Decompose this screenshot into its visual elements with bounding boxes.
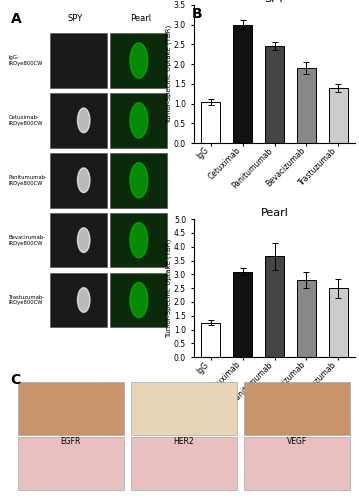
Text: EGFR: EGFR: [61, 437, 81, 446]
Circle shape: [130, 102, 148, 138]
FancyBboxPatch shape: [111, 93, 167, 148]
FancyBboxPatch shape: [244, 437, 350, 490]
Bar: [265, 256, 284, 357]
Text: Trastuzumab-
IRDye800CW: Trastuzumab- IRDye800CW: [9, 294, 45, 306]
Text: A: A: [11, 12, 22, 26]
Bar: [201, 102, 220, 143]
Text: SPY: SPY: [67, 14, 83, 23]
Text: HER2: HER2: [174, 437, 194, 446]
Title: Pearl: Pearl: [261, 208, 289, 218]
FancyBboxPatch shape: [111, 153, 167, 208]
Bar: [233, 24, 252, 143]
Circle shape: [130, 162, 148, 198]
FancyBboxPatch shape: [50, 153, 107, 208]
Text: VEGF: VEGF: [287, 437, 307, 446]
Title: SPY: SPY: [264, 0, 285, 4]
Y-axis label: Tumor-Specific Uptake (TBR): Tumor-Specific Uptake (TBR): [166, 24, 172, 124]
Bar: [233, 272, 252, 357]
Text: Cetuximab-
IRDye800CW: Cetuximab- IRDye800CW: [9, 115, 43, 126]
FancyBboxPatch shape: [111, 272, 167, 328]
FancyBboxPatch shape: [111, 213, 167, 268]
Text: Pearl: Pearl: [130, 14, 151, 23]
Bar: [201, 322, 220, 357]
FancyBboxPatch shape: [131, 382, 237, 434]
Text: C: C: [11, 373, 21, 387]
FancyBboxPatch shape: [18, 382, 124, 434]
Circle shape: [78, 168, 90, 192]
Circle shape: [130, 282, 148, 318]
Y-axis label: Tumor-Specific Uptake (TBR): Tumor-Specific Uptake (TBR): [166, 238, 172, 338]
FancyBboxPatch shape: [244, 382, 350, 434]
Text: IgG-
IRDye800CW: IgG- IRDye800CW: [9, 55, 43, 66]
Bar: [329, 88, 348, 143]
FancyBboxPatch shape: [131, 437, 237, 490]
FancyBboxPatch shape: [50, 93, 107, 148]
Bar: [265, 46, 284, 143]
FancyBboxPatch shape: [50, 272, 107, 328]
Bar: [297, 280, 316, 357]
FancyBboxPatch shape: [50, 33, 107, 88]
Text: B: B: [192, 8, 203, 22]
Circle shape: [78, 288, 90, 312]
Circle shape: [78, 108, 90, 132]
Bar: [297, 68, 316, 143]
FancyBboxPatch shape: [50, 213, 107, 268]
Bar: [329, 288, 348, 357]
Circle shape: [130, 43, 148, 78]
Text: Panitumumab-
IRDye800CW: Panitumumab- IRDye800CW: [9, 175, 48, 186]
Circle shape: [130, 222, 148, 258]
Text: Bevacirumab-
IRDye800CW: Bevacirumab- IRDye800CW: [9, 234, 46, 246]
FancyBboxPatch shape: [18, 437, 124, 490]
FancyBboxPatch shape: [111, 33, 167, 88]
Circle shape: [78, 228, 90, 252]
